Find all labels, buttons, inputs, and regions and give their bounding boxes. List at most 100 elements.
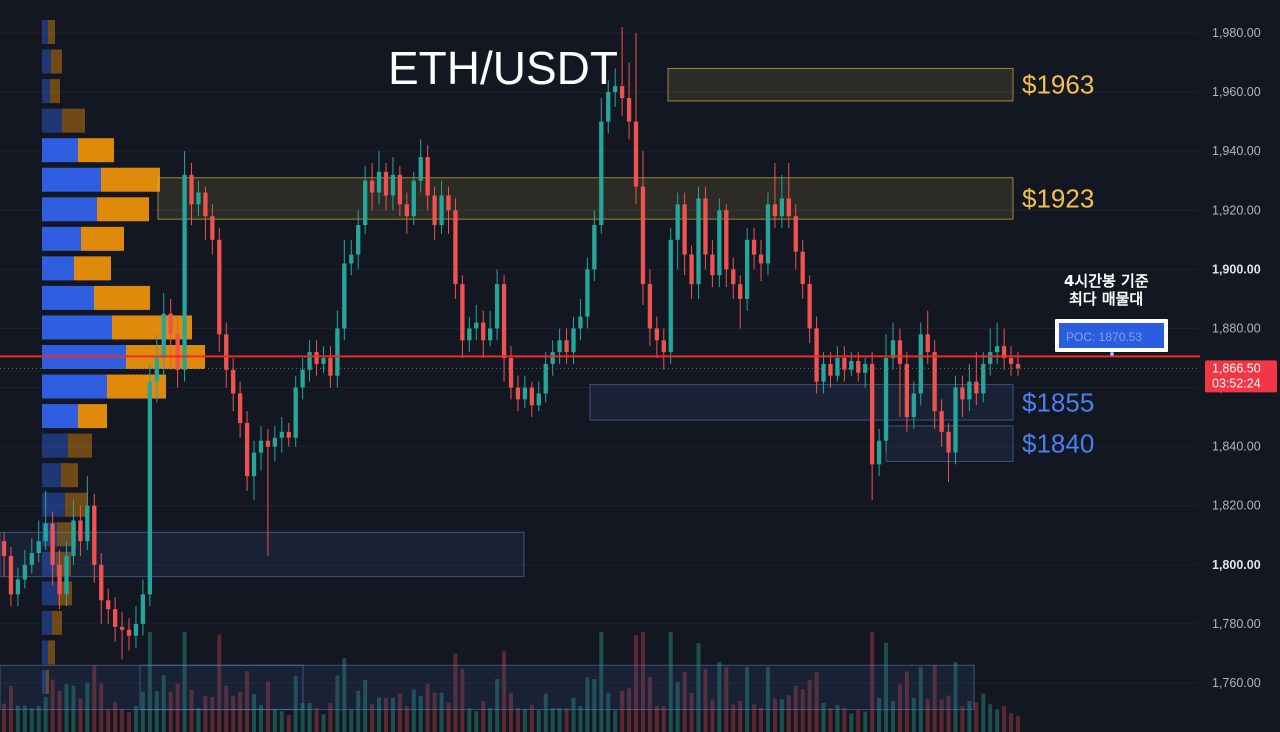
volume-bar	[404, 706, 409, 732]
candle-body	[328, 358, 333, 376]
volume-bar	[897, 684, 902, 732]
volume-bar	[967, 701, 972, 732]
candle-body	[286, 431, 291, 438]
candle-body	[842, 358, 847, 370]
volume-bar	[356, 690, 361, 732]
volume-bar	[314, 708, 319, 732]
candle-body	[710, 254, 715, 276]
profile-buy-bar	[42, 20, 48, 44]
candle-body	[112, 609, 118, 627]
volume-bar	[15, 705, 20, 732]
volume-bar	[286, 715, 291, 732]
candle-body	[849, 360, 854, 370]
candle-body	[585, 269, 590, 317]
candle-body	[654, 328, 660, 341]
volume-bar	[481, 701, 486, 732]
volume-bars	[2, 632, 1020, 732]
candle-body	[369, 180, 375, 193]
candle-body	[362, 180, 368, 226]
candle-body	[189, 174, 194, 205]
volume-bar	[217, 634, 222, 732]
candle-body	[946, 431, 951, 453]
candle-body	[36, 541, 41, 553]
volume-bar	[342, 658, 347, 732]
volume-bar	[370, 704, 375, 732]
candle-body	[43, 523, 48, 542]
profile-buy-bar	[42, 610, 52, 635]
zone-label: $1840	[1022, 429, 1094, 459]
volume-bar	[550, 708, 555, 732]
profile-sell-bar	[51, 49, 62, 74]
y-tick-label: 1,900.00	[1212, 262, 1261, 276]
profile-buy-bar	[42, 492, 65, 517]
candle-body	[71, 520, 76, 556]
profile-buy-bar	[42, 49, 51, 74]
candle-body	[126, 629, 132, 636]
candle-body	[175, 334, 180, 370]
candle-body	[501, 284, 507, 358]
candle-body	[154, 358, 159, 382]
candle-body	[995, 346, 1000, 353]
profile-buy-bar	[42, 197, 97, 222]
candle-body	[508, 358, 514, 388]
volume-bar	[390, 697, 395, 732]
volume-bar	[1009, 713, 1014, 732]
volume-bar	[849, 713, 854, 732]
candle-body	[592, 225, 597, 270]
volume-bar	[585, 677, 590, 732]
volume-bar	[203, 695, 208, 732]
candle-body	[953, 387, 958, 453]
volume-bar	[383, 697, 388, 732]
annotation-line2: 최다 매물대	[1069, 290, 1143, 308]
profile-sell-bar	[97, 197, 149, 222]
volume-bar	[793, 685, 798, 732]
volume-bar	[258, 705, 263, 732]
candle-body	[731, 269, 736, 285]
volume-bar	[71, 685, 76, 732]
volume-bar	[953, 662, 958, 732]
candle-body	[925, 334, 930, 353]
volume-bar	[745, 667, 750, 732]
volume-bar	[509, 692, 513, 732]
candle-body	[22, 564, 27, 580]
candle-body	[578, 316, 583, 329]
volume-bar	[147, 632, 152, 732]
volume-bar	[564, 708, 569, 732]
volume-bar	[293, 675, 298, 732]
profile-buy-bar	[42, 79, 50, 104]
profile-sell-bar	[57, 522, 76, 547]
profile-buy-bar	[42, 315, 112, 340]
volume-bar	[946, 695, 951, 732]
candle-body	[265, 440, 271, 447]
candle-body	[99, 564, 104, 601]
candle-body	[772, 204, 778, 217]
volume-bar	[703, 668, 708, 732]
volume-bar	[99, 683, 104, 732]
candle-body	[356, 225, 361, 255]
candle-body	[724, 210, 729, 270]
zone-box	[157, 177, 1014, 220]
candle-body	[779, 198, 785, 217]
volume-bar	[397, 693, 402, 732]
volume-bar	[113, 702, 118, 732]
candle-body	[668, 239, 673, 353]
volume-bar	[710, 699, 715, 732]
candle-body	[133, 623, 139, 636]
candle-body	[481, 322, 486, 341]
candle-body	[203, 192, 208, 217]
volume-bar	[557, 708, 562, 732]
volume-bar	[647, 677, 652, 732]
candle-body	[988, 352, 993, 364]
candle-body	[543, 363, 548, 394]
volume-bar	[800, 689, 805, 732]
candle-body	[293, 387, 298, 438]
volume-bar	[606, 692, 611, 732]
profile-buy-bar	[42, 433, 68, 458]
volume-bar	[154, 691, 159, 732]
volume-bar	[231, 695, 236, 732]
volume-bar	[64, 684, 69, 732]
volume-bar	[828, 708, 833, 732]
candle-body	[467, 328, 472, 341]
